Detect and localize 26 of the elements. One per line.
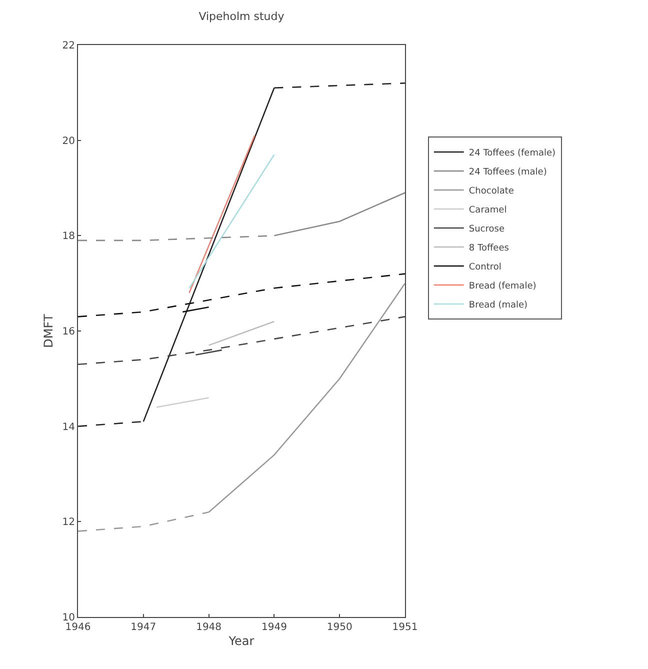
- x-tick-label: 1951: [392, 622, 418, 633]
- legend-label: 8 Toffees: [468, 244, 510, 254]
- legend-label: Control: [468, 262, 502, 273]
- legend-label: Bread (male): [468, 300, 528, 311]
- line-series: [78, 273, 405, 318]
- legend-label: Caramel: [468, 206, 507, 216]
- x-tick-label: 1948: [196, 622, 222, 633]
- y-tick-label: 16: [62, 326, 75, 338]
- x-tick-label: 1947: [130, 622, 156, 633]
- y-tick-label: 10: [62, 612, 75, 624]
- legend-label: Sucrose: [468, 224, 505, 235]
- y-axis-title: DMFT: [42, 314, 56, 348]
- x-tick-label: 1950: [326, 622, 352, 633]
- y-tick-label: 20: [62, 136, 75, 147]
- x-tick-label: 1949: [261, 622, 287, 633]
- legend-label: Chocolate: [468, 186, 514, 197]
- x-axis-title: Year: [228, 634, 254, 648]
- y-tick-label: 12: [62, 517, 75, 528]
- legend-label: Bread (female): [468, 282, 536, 292]
- chart-title: Vipeholm study: [198, 10, 285, 23]
- legend-label: 24 Toffees (male): [468, 168, 547, 178]
- x-tick-label: 1946: [65, 622, 91, 633]
- y-tick-label: 14: [62, 422, 75, 433]
- legend-label: 24 Toffees (female): [468, 148, 556, 159]
- y-tick-label: 18: [62, 231, 75, 242]
- y-tick-label: 22: [62, 40, 75, 52]
